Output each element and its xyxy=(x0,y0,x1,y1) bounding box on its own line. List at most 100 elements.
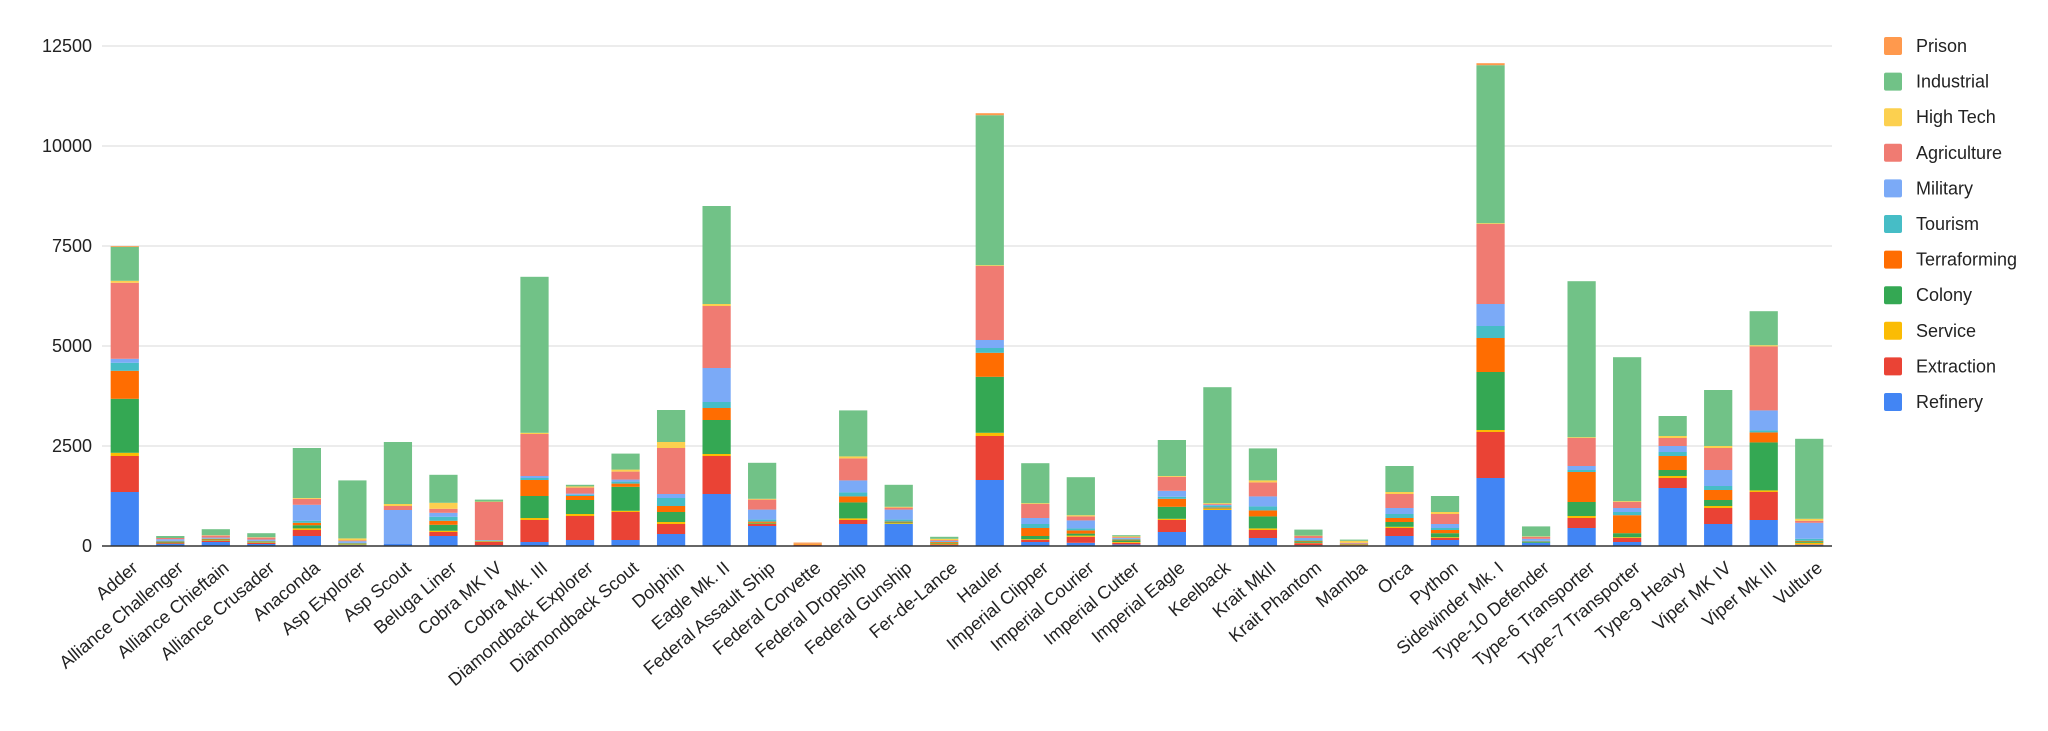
bar-segment xyxy=(429,516,458,521)
bar-segment xyxy=(474,499,504,502)
legend-item: Prison xyxy=(1884,36,1967,56)
bar-segment xyxy=(520,520,549,542)
bar-segment xyxy=(1749,345,1778,347)
bar-stack xyxy=(656,410,686,546)
bar-segment xyxy=(383,504,413,506)
bars xyxy=(110,63,1824,546)
bar-segment xyxy=(110,246,139,247)
bar-segment xyxy=(565,496,595,500)
bar-segment xyxy=(748,522,777,524)
bar-segment xyxy=(1203,505,1232,508)
bar-stack xyxy=(1021,463,1050,546)
bar-segment xyxy=(1021,542,1050,546)
bar-segment xyxy=(1157,520,1186,532)
bar-segment xyxy=(429,520,458,525)
bar-segment xyxy=(1157,518,1186,520)
bar-stack xyxy=(156,536,185,546)
bar-segment xyxy=(975,432,1004,436)
bar-stack xyxy=(611,453,640,546)
bar-segment xyxy=(1248,482,1278,497)
bar-stack xyxy=(1157,440,1186,546)
bar-segment xyxy=(702,408,731,420)
bar-segment xyxy=(1613,508,1642,512)
bar-segment xyxy=(1613,357,1642,502)
bar-segment xyxy=(1430,533,1460,538)
bar-segment xyxy=(1749,490,1778,492)
bar-segment xyxy=(611,510,640,512)
bar-segment xyxy=(429,530,458,532)
bar-segment xyxy=(247,539,276,541)
bar-segment xyxy=(1658,416,1687,436)
bar-segment xyxy=(1567,281,1596,438)
bar-segment xyxy=(1066,533,1095,536)
bar-segment xyxy=(520,432,549,434)
bar-segment xyxy=(748,526,777,546)
bar-segment xyxy=(1613,502,1642,508)
legend: Prison Industrial High Tech Agriculture Mili… xyxy=(1884,36,2017,412)
bar-stack xyxy=(429,474,458,546)
bar-stack xyxy=(201,529,230,546)
legend-item: Industrial xyxy=(1884,72,1989,92)
bar-segment xyxy=(839,456,868,459)
bar-segment xyxy=(1294,536,1323,538)
bar-segment xyxy=(429,536,458,546)
bar-segment xyxy=(110,246,139,281)
legend-item: Colony xyxy=(1884,285,1972,305)
bar-segment xyxy=(110,452,139,456)
legend-swatch xyxy=(1884,143,1902,162)
bar-segment xyxy=(292,530,321,536)
bar-segment xyxy=(1248,506,1278,511)
y-tick-label: 2500 xyxy=(52,436,92,456)
bar-segment xyxy=(292,536,321,546)
y-tick-label: 0 xyxy=(82,536,92,556)
bar-segment xyxy=(702,454,731,456)
bar-segment xyxy=(611,453,640,470)
bar-segment xyxy=(1385,514,1414,518)
bar-segment xyxy=(338,543,367,545)
bar-segment xyxy=(1567,518,1596,528)
legend-label: Industrial xyxy=(1916,72,1989,92)
bar-segment xyxy=(1203,504,1232,505)
grid-lines xyxy=(102,45,1832,447)
bar-segment xyxy=(975,266,1004,340)
bar-segment xyxy=(884,509,913,520)
y-tick-label: 7500 xyxy=(52,236,92,256)
bar-segment xyxy=(1704,524,1733,546)
bar-segment xyxy=(201,535,230,538)
bar-segment xyxy=(930,540,959,541)
bar-segment xyxy=(1749,430,1778,433)
bar-segment xyxy=(247,537,276,540)
bar-segment xyxy=(1112,538,1141,539)
bar-segment xyxy=(110,362,139,371)
bar-segment xyxy=(1248,538,1278,546)
bar-segment xyxy=(1749,442,1778,491)
bar-segment xyxy=(429,532,458,536)
bar-segment xyxy=(611,469,640,472)
bar-stack xyxy=(1203,387,1232,546)
bar-segment xyxy=(1749,520,1778,546)
x-category-label: Mamba xyxy=(1312,557,1372,612)
legend-swatch xyxy=(1884,215,1902,233)
legend-item: Agriculture xyxy=(1884,143,2002,163)
bar-segment xyxy=(611,481,640,484)
bar-segment xyxy=(1658,436,1687,438)
bar-segment xyxy=(1567,438,1596,466)
legend-swatch xyxy=(1884,37,1902,55)
bar-segment xyxy=(429,502,458,509)
bar-segment xyxy=(1749,410,1778,431)
bar-stack xyxy=(930,536,959,546)
bar-segment xyxy=(292,498,321,505)
bar-segment xyxy=(1294,540,1323,542)
bar-segment xyxy=(1795,522,1824,539)
bar-segment xyxy=(1795,538,1824,541)
bar-stack xyxy=(520,276,549,546)
bar-segment xyxy=(201,529,230,536)
bar-segment xyxy=(656,522,686,524)
bar-segment xyxy=(1294,543,1323,546)
bar-segment xyxy=(1430,512,1460,514)
bar-segment xyxy=(1476,372,1505,430)
bar-segment xyxy=(1658,456,1687,470)
bar-segment xyxy=(975,348,1004,353)
bar-segment xyxy=(338,480,367,539)
bar-stack xyxy=(1294,529,1323,546)
